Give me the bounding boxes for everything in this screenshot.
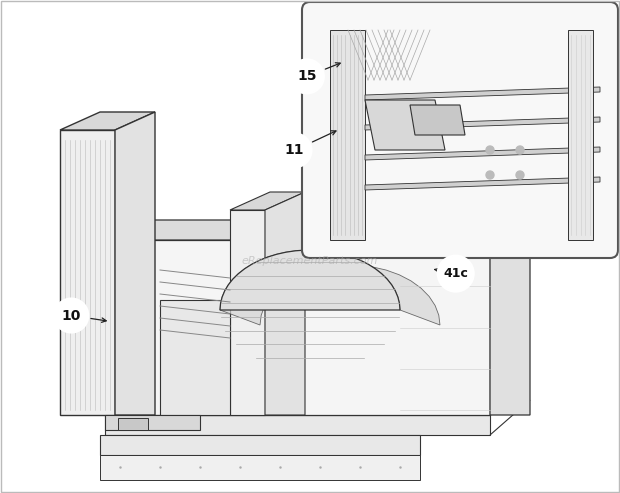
Polygon shape [330,30,365,240]
Polygon shape [60,112,155,130]
Polygon shape [118,418,148,430]
Text: 41c: 41c [443,267,468,280]
Circle shape [516,171,524,179]
Polygon shape [100,455,420,480]
Circle shape [516,146,524,154]
Polygon shape [230,192,305,210]
Polygon shape [490,220,530,415]
Polygon shape [105,240,490,415]
Polygon shape [410,105,465,135]
Text: eReplacementParts.com: eReplacementParts.com [242,256,378,266]
Polygon shape [568,30,593,240]
Polygon shape [365,117,600,130]
Polygon shape [105,220,530,240]
Polygon shape [365,100,445,150]
Polygon shape [220,250,400,310]
Circle shape [55,299,88,332]
Polygon shape [265,192,305,415]
Polygon shape [230,210,265,415]
Circle shape [290,60,324,93]
Text: 10: 10 [61,309,81,322]
Polygon shape [160,300,230,415]
Polygon shape [115,112,155,415]
Text: 11: 11 [285,143,304,157]
Polygon shape [365,177,600,190]
Polygon shape [220,250,440,325]
Circle shape [486,146,494,154]
Circle shape [438,255,474,292]
Polygon shape [105,400,530,415]
FancyBboxPatch shape [302,2,618,258]
Polygon shape [105,415,200,430]
Text: 15: 15 [297,70,317,83]
Polygon shape [490,400,530,435]
Circle shape [278,134,311,167]
Circle shape [486,171,494,179]
Polygon shape [365,87,600,100]
Polygon shape [365,147,600,160]
Polygon shape [60,130,115,415]
Polygon shape [105,415,490,435]
Polygon shape [100,435,420,455]
